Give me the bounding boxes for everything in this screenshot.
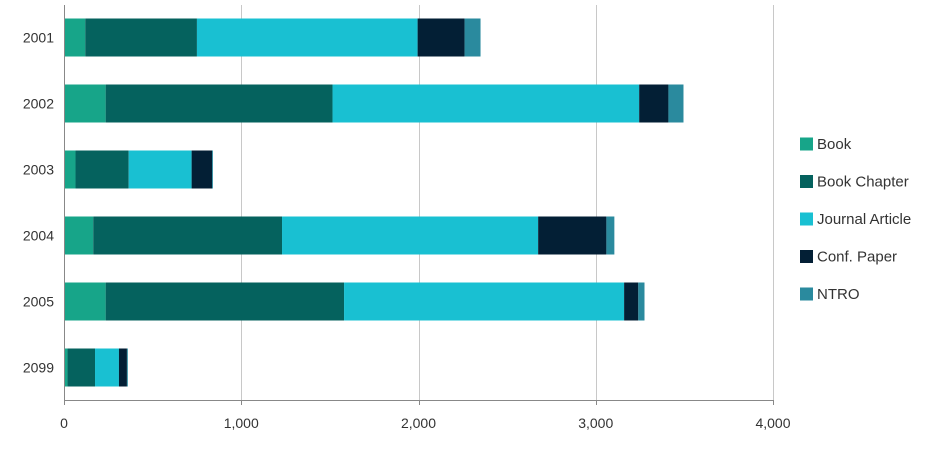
bar-2005-book-chapter bbox=[105, 282, 345, 321]
bar-2001-conf-paper bbox=[417, 18, 465, 57]
legend-swatch bbox=[800, 175, 813, 188]
bar-2005-book bbox=[64, 282, 106, 321]
bars bbox=[64, 18, 684, 387]
bar-2002-journal-article bbox=[332, 84, 640, 123]
bar-2005-ntro bbox=[638, 282, 645, 321]
x-tick-label: 4,000 bbox=[755, 415, 790, 431]
bar-2003-ntro bbox=[212, 150, 213, 189]
x-tick-label: 3,000 bbox=[578, 415, 613, 431]
bar-2002-conf-paper bbox=[639, 84, 669, 123]
category-label: 2002 bbox=[23, 96, 54, 112]
bar-2003-book bbox=[64, 150, 76, 189]
legend-swatch bbox=[800, 212, 813, 226]
legend-swatch bbox=[800, 250, 813, 263]
grid-lines bbox=[241, 5, 774, 400]
category-label: 2005 bbox=[23, 294, 54, 310]
bar-2004-journal-article bbox=[282, 216, 539, 255]
bar-2099-book-chapter bbox=[67, 348, 96, 387]
bar-2005-conf-paper bbox=[624, 282, 639, 321]
legend-label: NTRO bbox=[817, 286, 860, 303]
x-tick-label: 1,000 bbox=[224, 415, 259, 431]
category-label: 2003 bbox=[23, 162, 54, 178]
legend-item-journal-article: Journal Article bbox=[800, 211, 911, 228]
bar-2002-ntro bbox=[668, 84, 684, 123]
bar-2005-journal-article bbox=[344, 282, 625, 321]
bar-2099-journal-article bbox=[95, 348, 119, 387]
legend-item-conf-paper: Conf. Paper bbox=[800, 249, 897, 266]
x-tick-label: 2,000 bbox=[401, 415, 436, 431]
legend-label: Journal Article bbox=[817, 211, 911, 228]
bar-2003-conf-paper bbox=[191, 150, 213, 189]
bar-2003-book-chapter bbox=[75, 150, 129, 189]
legend-swatch bbox=[800, 287, 813, 301]
category-label: 2004 bbox=[23, 228, 54, 244]
legend-label: Book Chapter bbox=[817, 174, 909, 191]
bar-2002-book bbox=[64, 84, 106, 123]
legend: Book Book Chapter Journal Article Conf. Pap… bbox=[800, 136, 911, 303]
bar-2004-book-chapter bbox=[93, 216, 283, 255]
bar-2001-journal-article bbox=[196, 18, 418, 57]
bar-2003-journal-article bbox=[128, 150, 192, 189]
category-label: 2099 bbox=[23, 360, 54, 376]
legend-item-book-chapter: Book Chapter bbox=[800, 174, 909, 191]
axes: 0 1,000 2,000 3,000 4,000 2001 2002 2003 2004 200… bbox=[23, 5, 791, 431]
legend-item-book: Book bbox=[800, 136, 852, 153]
legend-label: Conf. Paper bbox=[817, 249, 897, 266]
category-label: 2001 bbox=[23, 30, 54, 46]
legend-item-ntro: NTRO bbox=[800, 286, 860, 303]
bar-2001-ntro bbox=[464, 18, 481, 57]
legend-label: Book bbox=[817, 136, 852, 153]
bar-2099-conf-paper bbox=[118, 348, 127, 387]
legend-swatch bbox=[800, 137, 813, 151]
bar-2099-book bbox=[64, 348, 68, 387]
bar-2099-ntro bbox=[126, 348, 128, 387]
x-tick-label: 0 bbox=[60, 415, 68, 431]
bar-2004-conf-paper bbox=[538, 216, 607, 255]
bar-2001-book-chapter bbox=[85, 18, 197, 57]
bar-2004-ntro bbox=[606, 216, 615, 255]
bar-2001-book bbox=[64, 18, 86, 57]
bar-2002-book-chapter bbox=[105, 84, 333, 123]
bar-2004-book bbox=[64, 216, 94, 255]
